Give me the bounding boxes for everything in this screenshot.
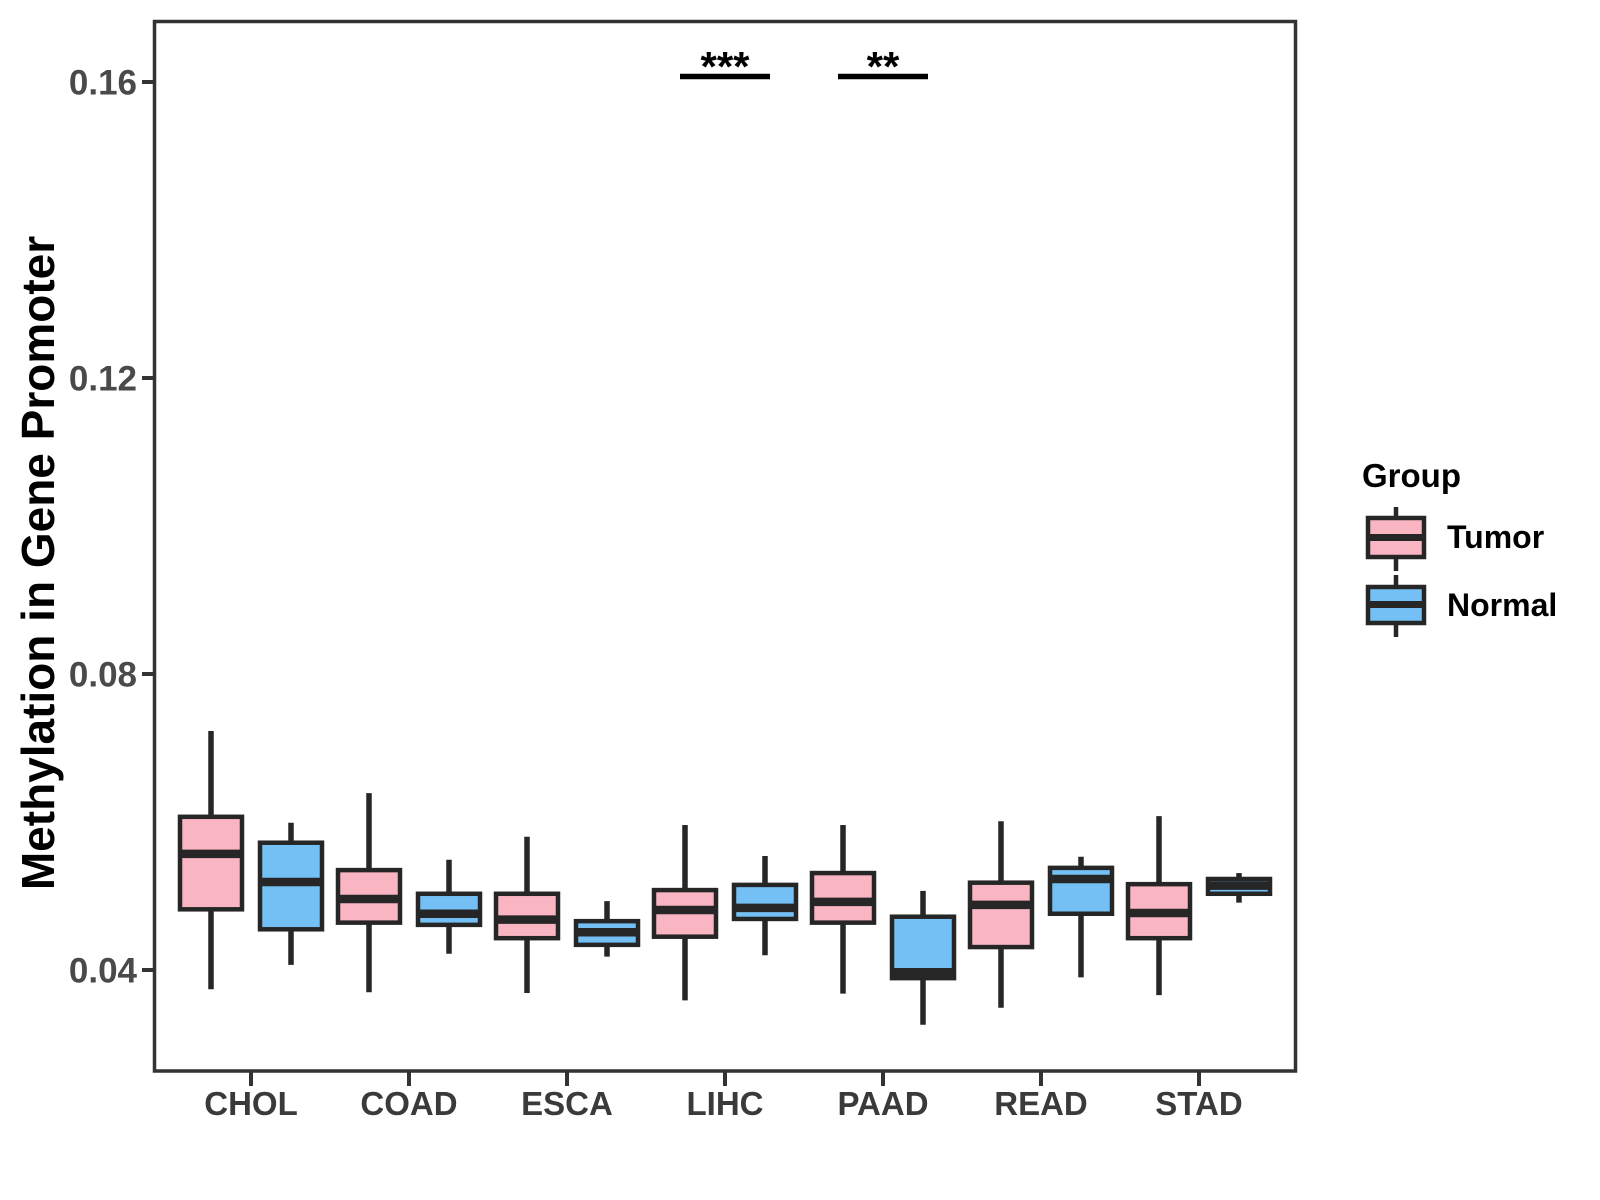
- legend-label-tumor: Tumor: [1447, 519, 1545, 555]
- significance-label-LIHC: ***: [700, 43, 750, 90]
- x-category-label-LIHC: LIHC: [687, 1085, 764, 1122]
- legend-label-normal: Normal: [1447, 587, 1558, 623]
- y-tick-label-0.16: 0.16: [69, 63, 137, 102]
- significance-label-PAAD: **: [867, 43, 900, 90]
- box-normal-LIHC: [731, 882, 799, 922]
- box-tumor-READ: [967, 880, 1035, 950]
- y-tick-label-0.04: 0.04: [69, 951, 138, 990]
- x-category-label-READ: READ: [994, 1085, 1088, 1122]
- x-category-label-ESCA: ESCA: [521, 1085, 613, 1122]
- x-category-label-CHOL: CHOL: [204, 1085, 298, 1122]
- x-category-label-PAAD: PAAD: [837, 1085, 928, 1122]
- x-category-label-STAD: STAD: [1155, 1085, 1242, 1122]
- y-tick-label-0.12: 0.12: [69, 359, 137, 398]
- legend-title: Group: [1362, 457, 1461, 494]
- plot-panel-border: [152, 19, 1298, 1073]
- box-normal-COAD: [415, 891, 483, 928]
- y-tick-label-0.08: 0.08: [69, 655, 137, 694]
- box-tumor-CHOL: [177, 814, 245, 912]
- y-axis-title: Methylation in Gene Promoter: [12, 235, 64, 891]
- box-normal-PAAD: [889, 914, 957, 981]
- x-category-label-COAD: COAD: [360, 1085, 457, 1122]
